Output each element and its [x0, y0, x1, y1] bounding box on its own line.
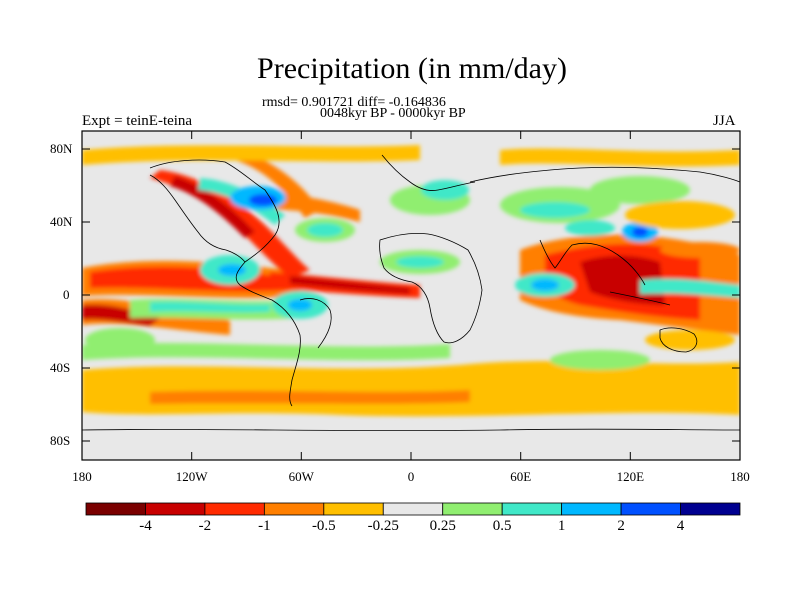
period-line: 0048kyr BP - 0000kyr BP: [320, 106, 466, 121]
lon-label-180e: 180: [730, 469, 750, 484]
lon-label-60w: 60W: [288, 469, 314, 484]
lat-label-80s: 80S: [50, 433, 71, 448]
lon-label-120w: 120W: [175, 469, 208, 484]
lat-label-40s: 40S: [50, 360, 71, 375]
field-layer: [82, 131, 740, 460]
colorbar: [85, 502, 741, 516]
experiment-label: Expt = teinE-teina: [82, 113, 193, 129]
colorbar-swatch: [620, 502, 681, 516]
lat-label-40n: 40N: [50, 214, 73, 229]
colorbar-swatch: [323, 502, 384, 516]
colorbar-label: -1: [258, 518, 271, 534]
colorbar-swatch: [204, 502, 265, 516]
lon-label-180w: 180: [72, 469, 92, 484]
latitude-tick-marks: [82, 148, 740, 442]
colorbar-swatch: [145, 502, 206, 516]
season-label: JJA: [713, 113, 736, 129]
colorbar-swatch: [561, 502, 622, 516]
colorbar-label: 0.5: [492, 518, 512, 534]
stats-line: rmsd= 0.901721 diff= -0.164836: [262, 95, 446, 110]
coastlines: [82, 154, 740, 431]
colorbar-label: -2: [198, 518, 212, 534]
lon-label-60e: 60E: [510, 469, 532, 484]
colorbar-swatch: [263, 502, 325, 516]
colorbar-swatch: [382, 502, 444, 516]
lon-label-0: 0: [407, 469, 415, 484]
colorbar-label: 0.25: [429, 518, 456, 534]
colorbar-swatch: [680, 502, 741, 516]
map-title: Precipitation (in mm/day): [257, 52, 567, 85]
lat-label-0: 0: [63, 287, 70, 302]
colorbar-swatch: [501, 502, 563, 516]
colorbar-swatch: [85, 502, 146, 516]
lat-label-80n: 80N: [50, 141, 73, 156]
colorbar-label: -0.5: [311, 518, 336, 534]
longitude-tick-marks: [191, 131, 631, 460]
colorbar-label: 2: [617, 518, 625, 534]
colorbar-label: -4: [139, 518, 152, 534]
colorbar-label: 1: [557, 518, 566, 534]
colorbar-label: 4: [676, 518, 685, 534]
colorbar-label: -0.25: [367, 518, 399, 534]
lon-label-120e: 120E: [616, 469, 645, 484]
colorbar-swatch: [442, 502, 503, 516]
